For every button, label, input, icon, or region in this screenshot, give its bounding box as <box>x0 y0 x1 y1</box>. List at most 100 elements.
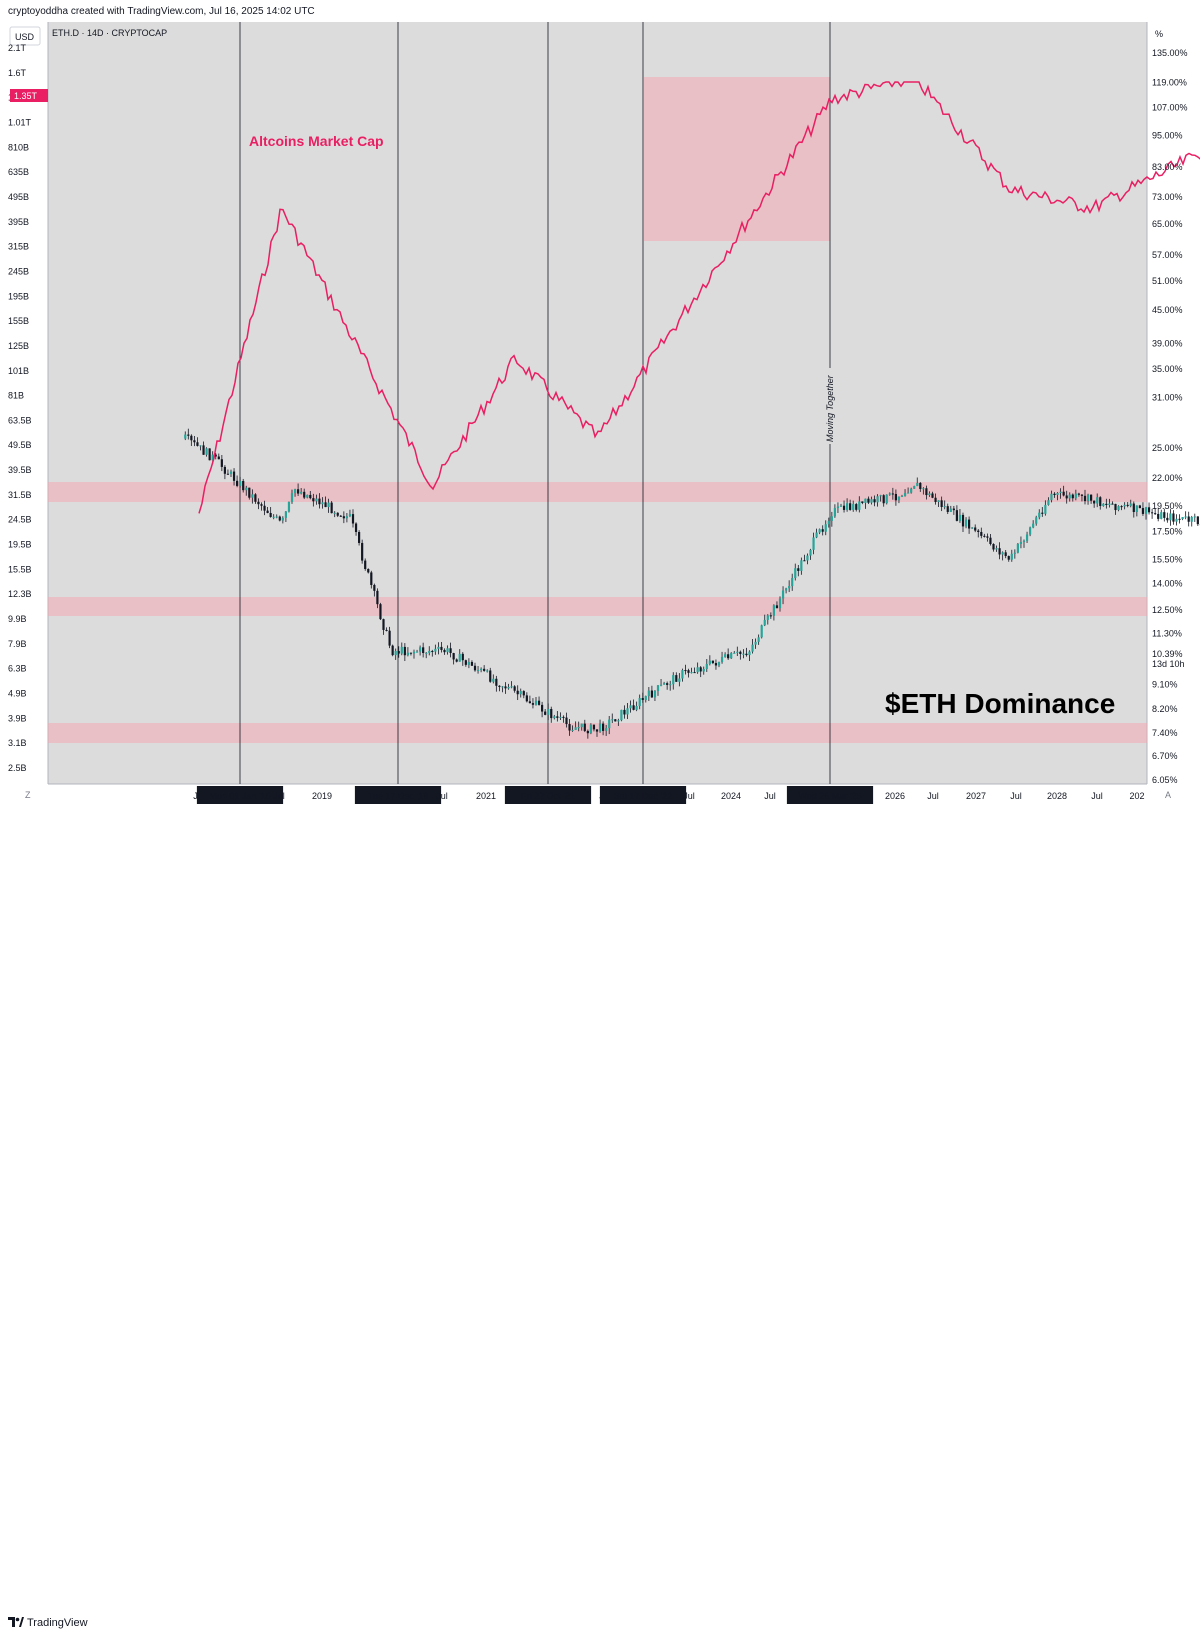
candle-up <box>547 709 549 715</box>
candle-down <box>1084 496 1086 501</box>
candle-down <box>523 691 525 695</box>
candle-down <box>526 695 528 701</box>
candle-down <box>263 506 265 511</box>
time-axis-tick: 2026 <box>885 791 905 801</box>
candle-down <box>218 457 220 460</box>
candle-up <box>413 652 415 654</box>
candle-down <box>392 646 394 656</box>
candle-down <box>373 585 375 591</box>
time-axis-tick: Jul <box>764 791 776 801</box>
time-axis-tick: Jul <box>927 791 939 801</box>
candle-down <box>1008 556 1010 560</box>
candle-up <box>617 720 619 721</box>
candle-up <box>1108 504 1110 505</box>
left-axis-tick: 125B <box>8 341 29 351</box>
candle-down <box>254 494 256 501</box>
eth-zone-middle <box>48 597 1147 616</box>
candle-up <box>1145 507 1147 514</box>
credit-line: cryptoyoddha created with TradingView.co… <box>8 6 315 17</box>
candle-up <box>995 548 997 549</box>
auto-scale-button[interactable]: A <box>1165 790 1171 800</box>
candle-up <box>916 483 918 486</box>
candle-up <box>1014 553 1016 554</box>
candle-down <box>221 459 223 467</box>
candle-up <box>1056 493 1058 495</box>
candle-down <box>297 489 299 493</box>
candle-down <box>193 440 195 442</box>
candle-up <box>1194 516 1196 517</box>
candle-down <box>483 669 485 671</box>
symbol-label: ETH.D · 14D · CRYPTOCAP <box>52 28 167 38</box>
candle-up <box>321 502 323 504</box>
price-chart[interactable]: Altcoins Market Cap $ETH Dominance Movin… <box>0 22 1200 806</box>
right-axis-tick: 45.00% <box>1152 305 1183 315</box>
candle-up <box>761 625 763 637</box>
candle-down <box>822 529 824 532</box>
candle-up <box>654 691 656 697</box>
right-axis-tick: 15.50% <box>1152 555 1183 565</box>
left-axis-tick: 24.5B <box>8 515 32 525</box>
candle-up <box>779 599 781 609</box>
candle-up <box>1169 513 1171 520</box>
candle-up <box>346 516 348 518</box>
left-axis-tick: 81B <box>8 391 24 401</box>
candle-up <box>437 647 439 649</box>
candle-up <box>572 730 574 731</box>
candle-down <box>1133 504 1135 512</box>
left-axis-tick: 2.5B <box>8 763 27 773</box>
candle-up <box>239 481 241 486</box>
percent-unit-label: % <box>1155 29 1163 39</box>
candle-down <box>675 675 677 682</box>
right-axis-tick: 25.00% <box>1152 443 1183 453</box>
candle-up <box>886 495 888 504</box>
right-axis-tick: 6.05% <box>1152 775 1178 785</box>
candle-down <box>190 436 192 441</box>
time-marker-label: Wed 26 Mar '25 <box>798 791 861 801</box>
candle-up <box>245 488 247 490</box>
candle-down <box>324 502 326 507</box>
left-axis-tick: 6.3B <box>8 664 27 674</box>
candle-down <box>1127 505 1129 506</box>
candle-down <box>873 499 875 502</box>
candle-up <box>663 683 665 685</box>
candle-up <box>291 493 293 502</box>
zoom-z-button[interactable]: Z <box>25 790 31 800</box>
candle-up <box>294 489 296 493</box>
candle-up <box>1102 504 1104 506</box>
candle-up <box>690 672 692 673</box>
candle-down <box>1172 513 1174 521</box>
candle-down <box>968 520 970 529</box>
candle-up <box>950 509 952 512</box>
candle-up <box>681 670 683 678</box>
candle-up <box>837 507 839 509</box>
time-axis-tick: Jul <box>436 791 448 801</box>
left-axis-tick: 810B <box>8 142 29 152</box>
right-axis-tick: 19.50% <box>1152 501 1183 511</box>
plot-area[interactable] <box>48 22 1147 784</box>
candle-up <box>1038 513 1040 518</box>
candle-up <box>959 515 961 521</box>
candle-down <box>776 605 778 608</box>
candle-up <box>1029 527 1031 534</box>
time-axis-tick: Jul <box>1091 791 1103 801</box>
candle-up <box>629 705 631 708</box>
candle-down <box>1163 512 1165 518</box>
candle-down <box>593 725 595 730</box>
left-axis-tick: 1.6T <box>8 68 27 78</box>
right-axis-tick: 17.50% <box>1152 526 1183 536</box>
left-axis-tick: 395B <box>8 217 29 227</box>
candle-down <box>453 653 455 659</box>
candle-down <box>770 615 772 616</box>
candle-down <box>456 659 458 661</box>
left-axis-tick: 2.1T <box>8 43 27 53</box>
candle-up <box>230 472 232 474</box>
right-axis-tick: 12.50% <box>1152 605 1183 615</box>
candle-down <box>1066 495 1068 498</box>
candle-up <box>477 670 479 671</box>
candle-up <box>794 568 796 578</box>
candle-down <box>803 560 805 561</box>
candle-up <box>511 686 513 687</box>
candle-down <box>337 513 339 516</box>
candle-down <box>694 672 696 673</box>
candle-up <box>468 662 470 665</box>
